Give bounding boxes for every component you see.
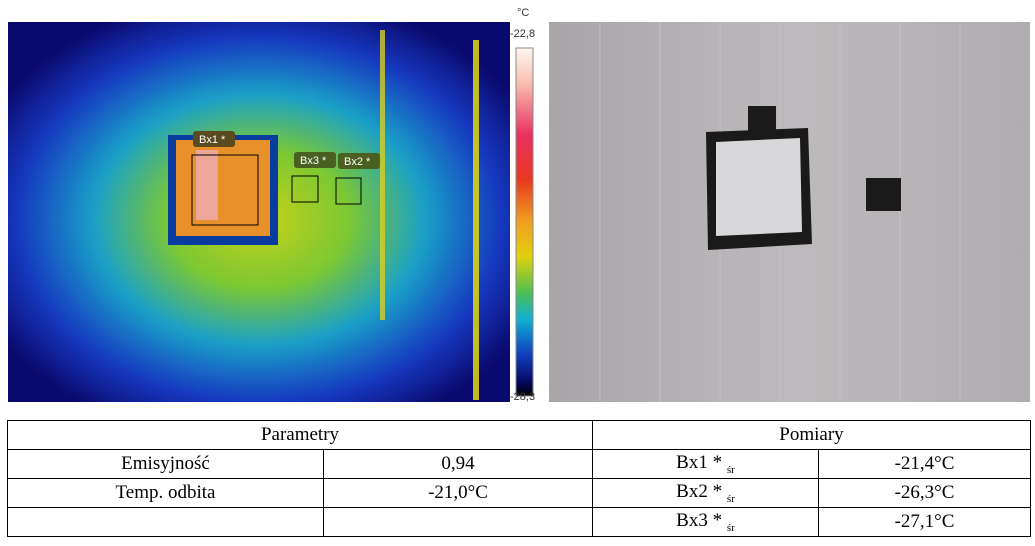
hot-spot — [196, 150, 218, 220]
color-scale — [515, 47, 534, 397]
meas-label: Bx1 * — [676, 452, 723, 474]
meas-sub: śr — [726, 463, 735, 476]
black-square — [866, 178, 901, 211]
meas-label: Bx3 * — [676, 510, 723, 532]
meas-value: -26,3°C — [818, 478, 1031, 508]
meas-label: Bx2 * — [676, 481, 723, 503]
hot-line — [473, 40, 479, 400]
images: Bx1 * Bx3 * Bx2 * °C -22,8 -28,3 — [8, 7, 1030, 403]
empty-cell — [7, 507, 324, 537]
header: Parametry — [7, 420, 593, 450]
param-name: Emisyjność — [7, 449, 324, 479]
box-tag — [338, 153, 380, 169]
box-tag — [193, 131, 235, 147]
header: Pomiary — [592, 420, 1031, 450]
results-table: Parametry Pomiary Emisyjność 0,94 Bx1 * śr… — [7, 420, 1031, 537]
box-label: Bx1 * — [199, 134, 226, 146]
empty-cell — [323, 507, 593, 537]
box — [335, 177, 362, 205]
box — [191, 154, 259, 226]
hot-line — [380, 30, 385, 320]
meas-name: Bx1 * śr — [592, 449, 819, 479]
scale-max: -22,8 — [510, 28, 535, 40]
box-tag — [294, 152, 336, 168]
param-value: -21,0°C — [323, 478, 593, 508]
meas-value: -27,1°C — [818, 507, 1031, 537]
scale-unit: °C — [517, 7, 529, 19]
foil — [716, 138, 802, 236]
meas-name: Bx2 * śr — [592, 478, 819, 508]
meas-sub: śr — [726, 521, 735, 534]
hot-panel — [176, 140, 270, 236]
param-value: 0,94 — [323, 449, 593, 479]
meas-value: -21,4°C — [818, 449, 1031, 479]
tape — [748, 106, 776, 132]
box-label: Bx3 * — [300, 155, 327, 167]
param-name: Temp. odbita — [7, 478, 324, 508]
meas-sub: śr — [726, 492, 735, 505]
scale-min: -28,3 — [510, 391, 535, 403]
box — [291, 175, 319, 203]
meas-name: Bx3 * śr — [592, 507, 819, 537]
box-label: Bx2 * — [344, 156, 371, 168]
